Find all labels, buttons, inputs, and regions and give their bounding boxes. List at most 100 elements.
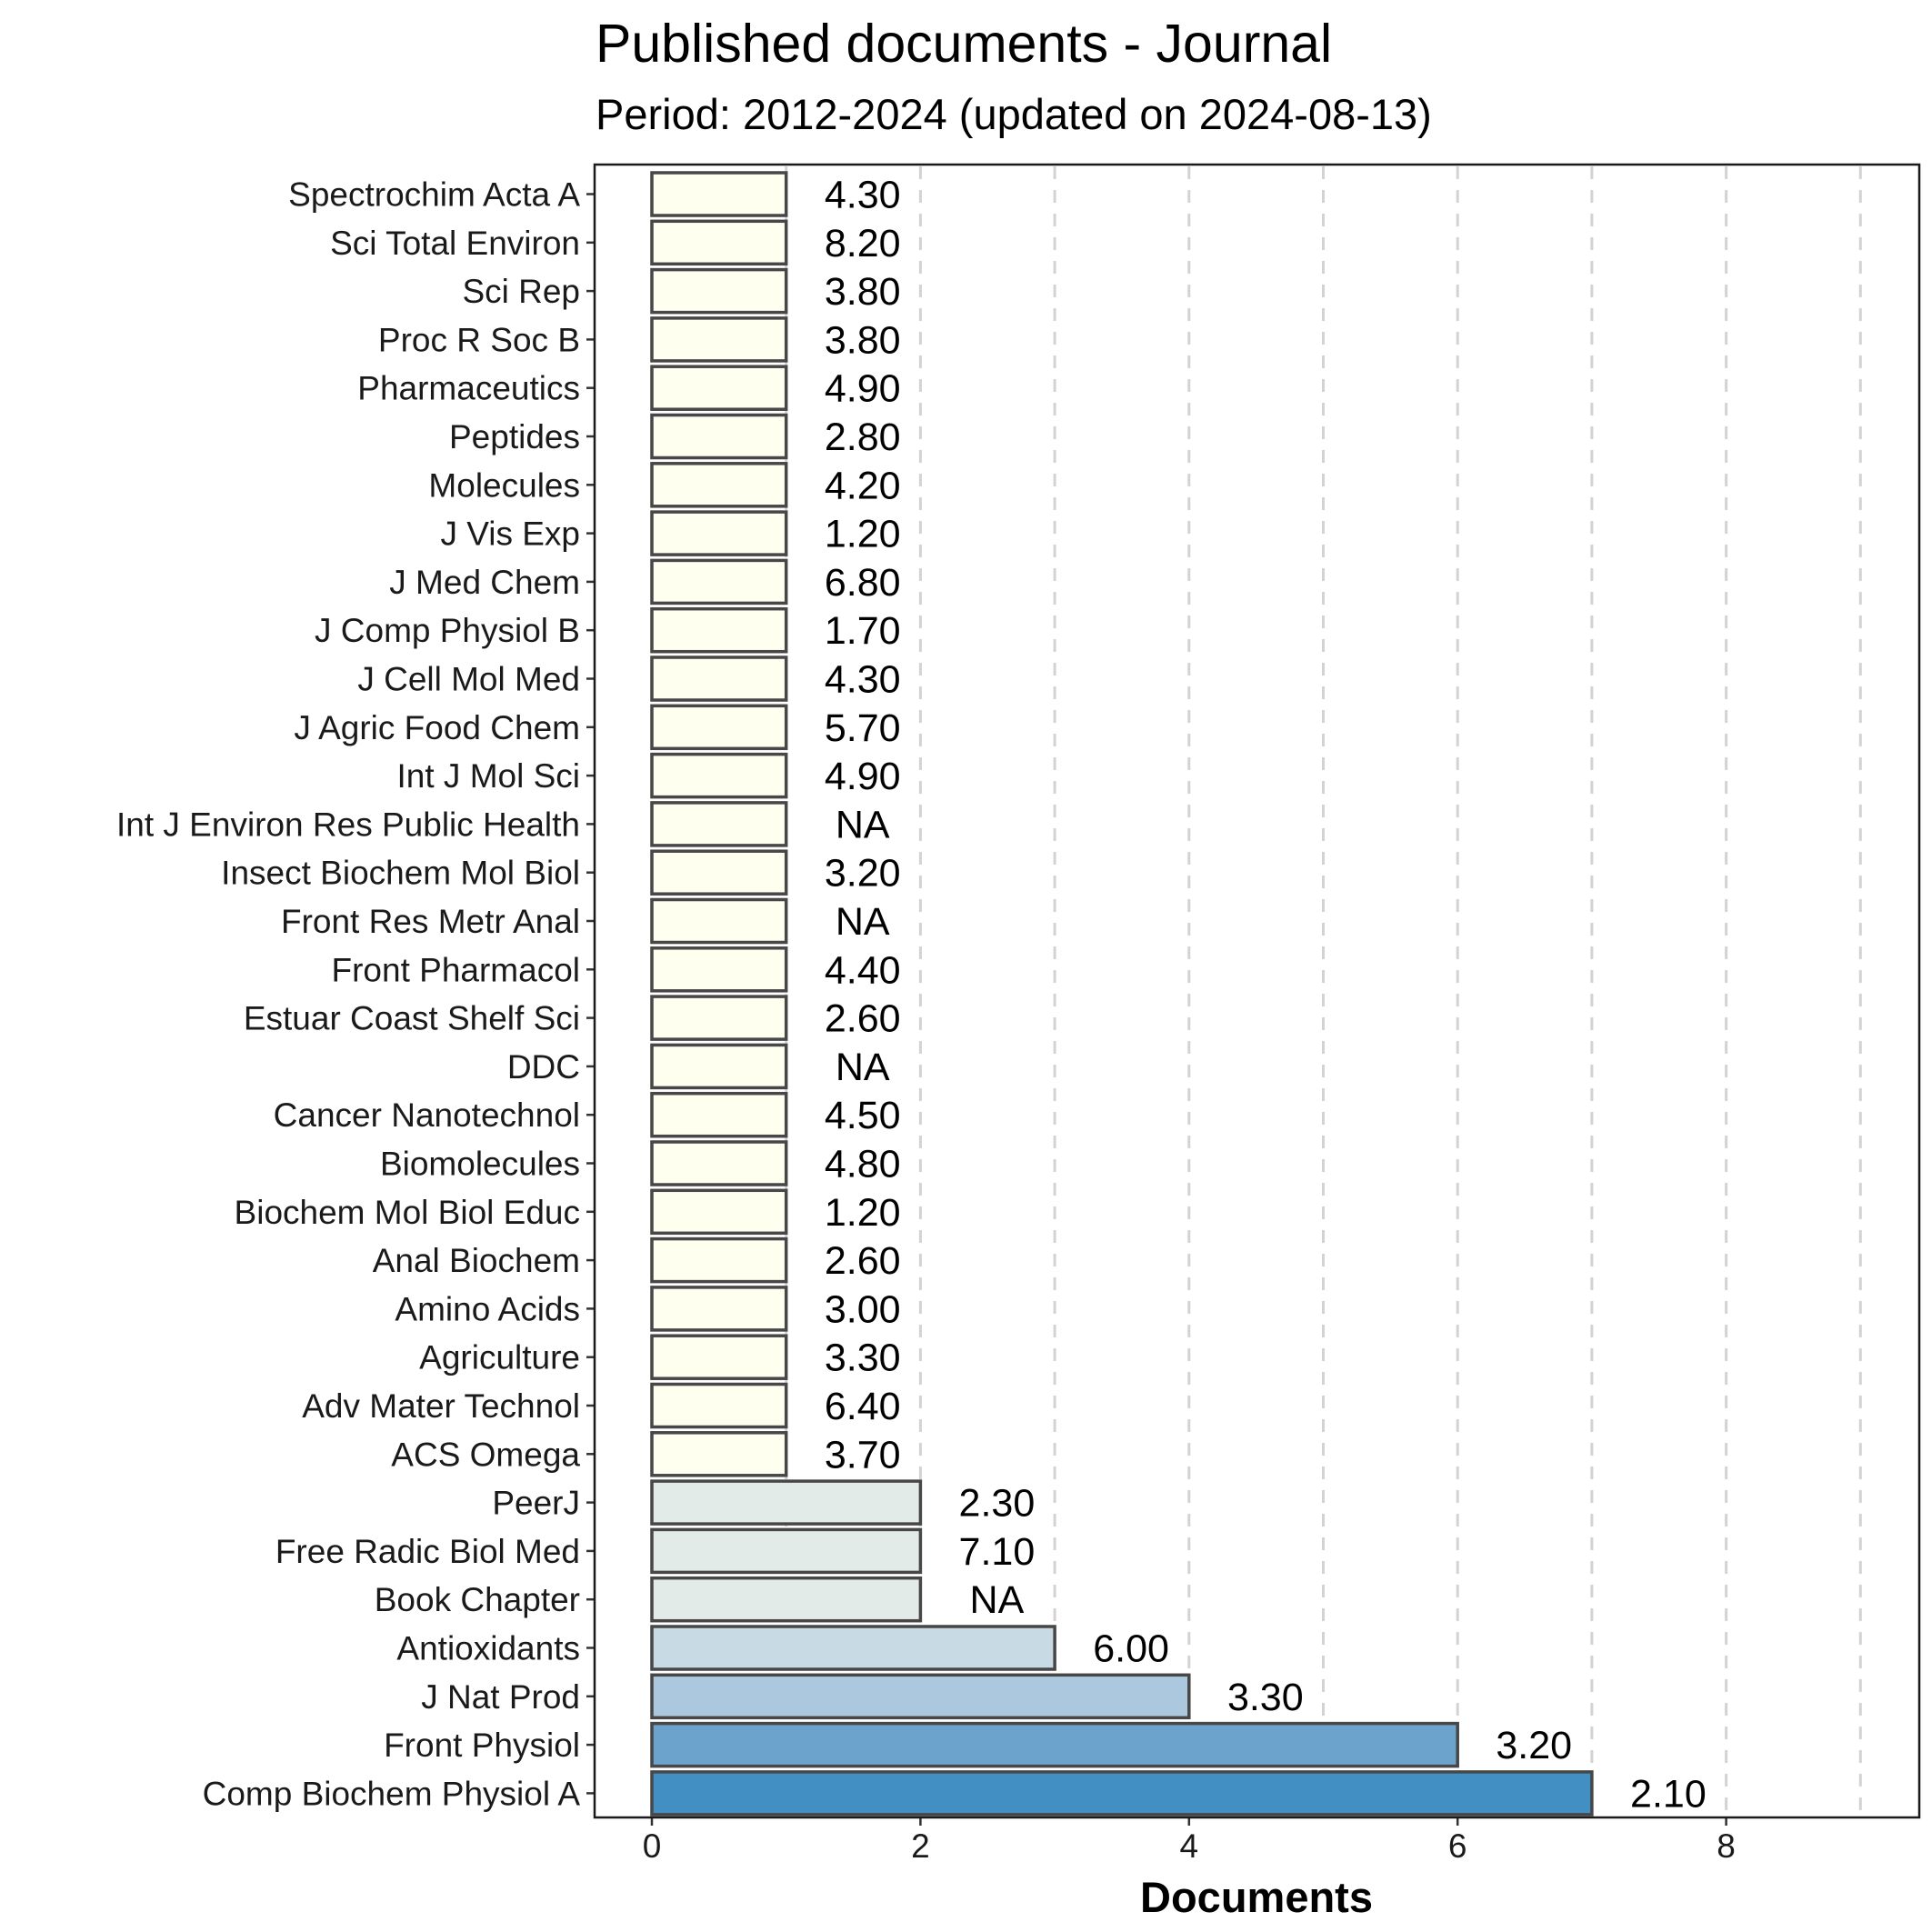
- y-tick-label: Molecules: [428, 466, 580, 504]
- bar: [650, 1334, 788, 1380]
- data-label: 1.20: [825, 1191, 901, 1235]
- data-label: 4.40: [825, 948, 901, 992]
- data-label: 3.20: [1496, 1724, 1572, 1767]
- y-tick-label: Agriculture: [419, 1339, 580, 1376]
- y-tick-label: Int J Mol Sci: [397, 757, 581, 795]
- bar: [650, 558, 788, 606]
- y-tick-label: Book Chapter: [375, 1581, 580, 1618]
- bar: [650, 801, 788, 847]
- bar: [650, 1043, 788, 1090]
- data-label: 2.60: [825, 997, 901, 1041]
- y-tick-label: Estuar Coast Shelf Sci: [244, 1000, 580, 1037]
- chart-subtitle: Period: 2012-2024 (updated on 2024-08-13…: [596, 90, 1432, 138]
- data-label: 5.70: [825, 706, 901, 750]
- y-tick-label: Insect Biochem Mol Biol: [221, 855, 580, 892]
- y-tick-label: Front Pharmacol: [332, 951, 581, 988]
- y-tick-label: J Vis Exp: [440, 516, 580, 553]
- y-tick-label: ACS Omega: [391, 1436, 580, 1473]
- y-axis-labels: Spectrochim Acta A Sci Total Environ Sci R…: [116, 176, 595, 1812]
- y-tick-label: J Comp Physiol B: [315, 612, 580, 649]
- grid-lines: [785, 166, 1862, 1816]
- y-tick-label: Peptides: [449, 418, 580, 455]
- y-tick-label: Front Res Metr Anal: [281, 903, 580, 940]
- bar: [650, 510, 788, 556]
- y-tick-label: Pharmaceutics: [357, 370, 580, 407]
- y-tick-label: Antioxidants: [396, 1630, 580, 1667]
- x-tick-label: 4: [1180, 1827, 1199, 1865]
- y-tick-label: Comp Biochem Physiol A: [203, 1775, 581, 1812]
- bar: [650, 704, 788, 751]
- data-label: 3.80: [825, 318, 901, 362]
- data-label: 4.50: [825, 1094, 901, 1137]
- y-tick-label: Free Radic Biol Med: [275, 1533, 580, 1570]
- y-tick-label: J Med Chem: [389, 564, 580, 601]
- data-label: 3.80: [825, 270, 901, 314]
- data-label: NA: [970, 1578, 1025, 1622]
- bar: [650, 897, 788, 945]
- data-label: 3.30: [825, 1336, 901, 1380]
- bars: [650, 171, 1594, 1817]
- data-label: 3.20: [825, 852, 901, 896]
- y-tick-label: Anal Biochem: [373, 1242, 580, 1279]
- bar: [650, 1431, 788, 1477]
- data-label: 1.70: [825, 609, 901, 653]
- data-label: 4.90: [825, 755, 901, 798]
- plot-panel-border: [593, 163, 1921, 1819]
- data-label: 6.00: [1093, 1627, 1169, 1671]
- bar: [650, 1673, 1191, 1720]
- y-tick-label: J Cell Mol Med: [357, 661, 580, 698]
- y-tick-label: PeerJ: [492, 1485, 580, 1522]
- data-label: 4.20: [825, 464, 901, 507]
- y-tick-label: J Nat Prod: [421, 1678, 580, 1716]
- bar: [650, 946, 788, 993]
- y-tick-label: Int J Environ Res Public Health: [116, 806, 580, 843]
- data-label: NA: [836, 803, 890, 846]
- bar: [650, 1286, 788, 1332]
- bar: [650, 656, 788, 702]
- x-tick-label: 8: [1717, 1827, 1736, 1865]
- bar: [650, 1236, 788, 1284]
- y-tick-label: Biochem Mol Biol Educ: [235, 1194, 580, 1231]
- bar: [650, 1625, 1056, 1671]
- bar: [650, 606, 788, 654]
- data-label: NA: [836, 1046, 890, 1089]
- y-tick-label: Spectrochim Acta A: [288, 176, 580, 214]
- data-label: 3.70: [825, 1433, 901, 1477]
- chart-title: Published documents - Journal: [596, 14, 1333, 74]
- data-label: 4.30: [825, 658, 901, 702]
- y-tick-label: Sci Total Environ: [330, 225, 580, 262]
- bar: [650, 1140, 788, 1186]
- data-label: 3.30: [1227, 1676, 1304, 1719]
- data-label: NA: [836, 900, 890, 944]
- data-label: 2.30: [959, 1482, 1036, 1526]
- y-tick-label: DDC: [507, 1048, 580, 1086]
- x-tick-label: 6: [1448, 1827, 1467, 1865]
- y-tick-label: Adv Mater Technol: [302, 1387, 580, 1425]
- x-tick-label: 0: [643, 1827, 662, 1865]
- bar: [650, 1721, 1459, 1768]
- bar: [650, 1770, 1594, 1817]
- data-label: 2.10: [1630, 1772, 1707, 1816]
- bar: [650, 365, 788, 411]
- bar: [650, 1091, 788, 1138]
- bar: [650, 413, 788, 460]
- bar: [650, 267, 788, 315]
- data-label: 4.80: [825, 1143, 901, 1186]
- bar: [650, 995, 788, 1041]
- data-label: 8.20: [825, 222, 901, 265]
- x-axis-ticks: 0 2 4 6 8: [643, 1817, 1736, 1865]
- bar: [650, 1576, 923, 1623]
- y-tick-label: Cancer Nanotechnol: [274, 1096, 580, 1134]
- bar: [650, 219, 788, 266]
- y-tick-label: Amino Acids: [395, 1290, 580, 1327]
- y-tick-label: Front Physiol: [384, 1727, 580, 1764]
- y-tick-label: Biomolecules: [380, 1146, 580, 1183]
- data-label: 4.90: [825, 367, 901, 411]
- data-label: 2.80: [825, 415, 901, 459]
- bar: [650, 1479, 923, 1526]
- data-label: 1.20: [825, 513, 901, 556]
- data-labels: 4.308.203.803.804.902.804.201.206.801.70…: [825, 174, 1707, 1817]
- bar: [650, 316, 788, 363]
- x-axis-title: Documents: [1140, 1873, 1373, 1921]
